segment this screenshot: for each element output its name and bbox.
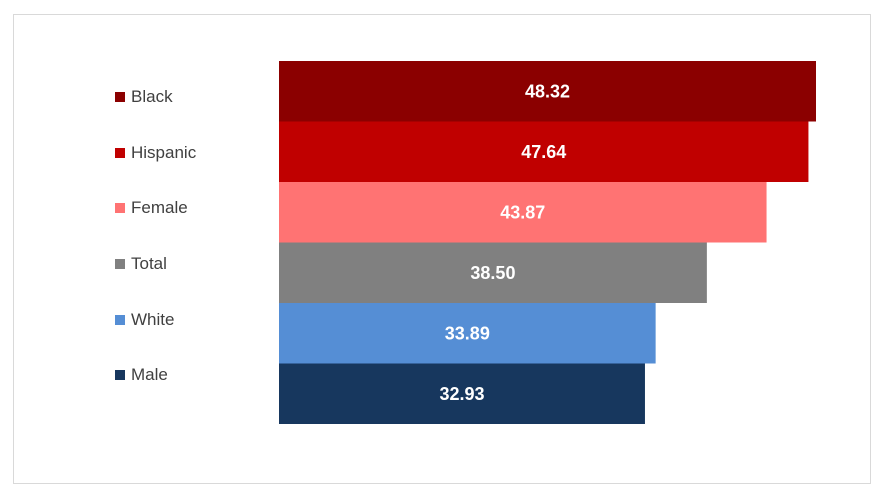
bar-hispanic [279,121,809,182]
legend-label: Female [131,198,188,217]
bar-female [279,182,767,243]
legend-label: White [131,310,175,329]
bar-total [279,242,707,303]
bar-white [279,303,656,364]
bar-male [279,363,645,424]
data-label: 43.87 [500,202,545,222]
legend-label: Hispanic [131,143,197,162]
data-label: 47.64 [521,142,566,162]
data-label: 33.89 [445,323,490,343]
legend-item-black: Black [115,86,173,108]
legend-item-white: White [115,309,174,331]
legend-item-male: Male [115,364,168,386]
legend-item-female: Female [115,197,188,219]
legend-swatch [115,370,125,380]
legend-label: Black [131,87,173,106]
data-label: 32.93 [439,384,484,404]
legend-item-hispanic: Hispanic [115,142,196,164]
legend-swatch [115,315,125,325]
data-label: 48.32 [525,81,570,101]
legend-swatch [115,203,125,213]
legend-label: Male [131,365,168,384]
bar-black [279,61,816,122]
legend-swatch [115,259,125,269]
legend-swatch [115,92,125,102]
data-label: 38.50 [470,263,515,283]
legend-label: Total [131,254,167,273]
legend-swatch [115,148,125,158]
legend-item-total: Total [115,253,167,275]
